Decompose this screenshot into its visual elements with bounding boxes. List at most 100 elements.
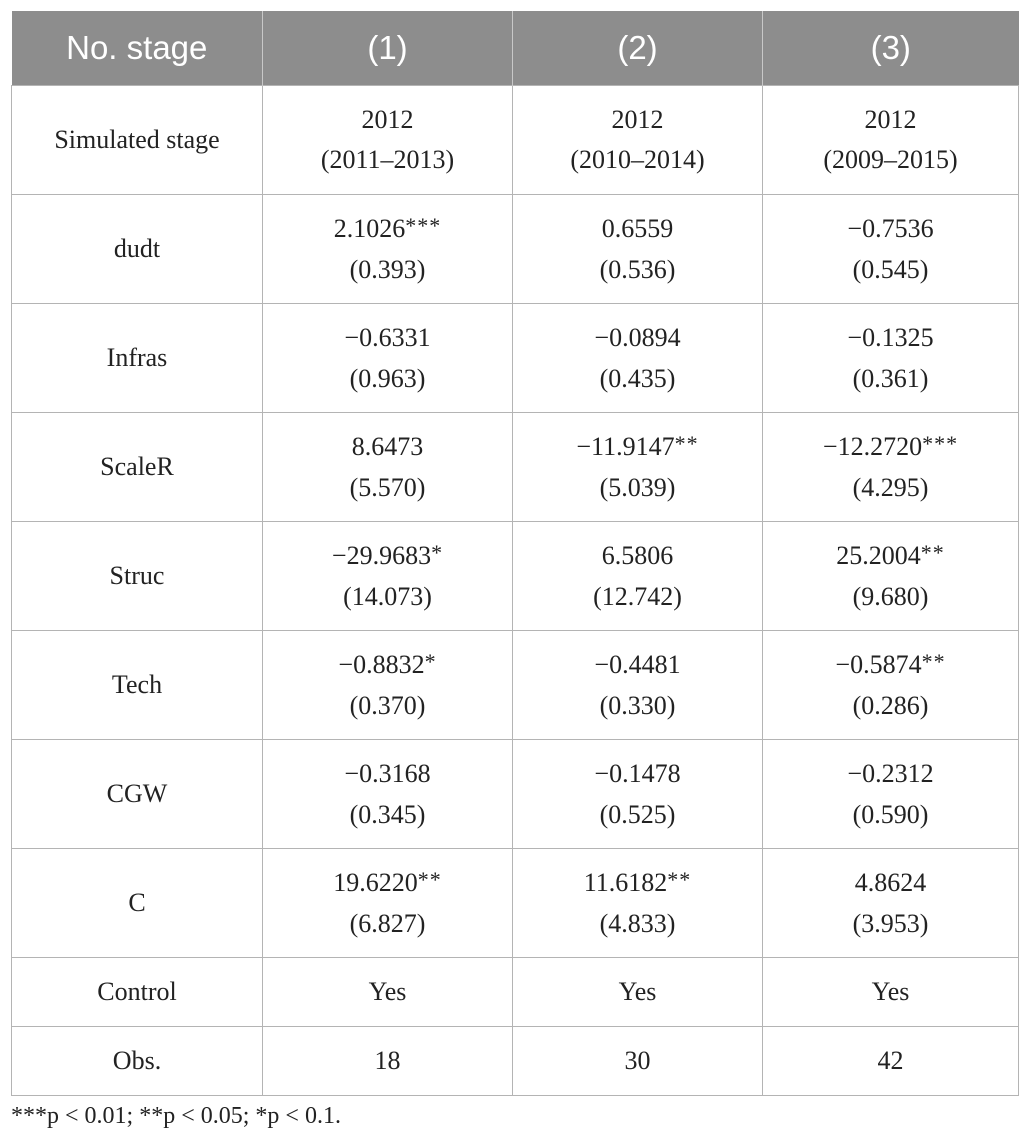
- coef-cell: −0.2312 (0.590): [762, 739, 1019, 849]
- row-label: ScaleR: [11, 412, 263, 522]
- coef-cell: 6.5806 (12.742): [512, 521, 763, 631]
- coef-value: 19.6220: [333, 867, 418, 897]
- table-footnote: ***p < 0.01; **p < 0.05; *p < 0.1.: [11, 1103, 341, 1129]
- header-column-3: (3): [762, 11, 1019, 86]
- row-label: Obs.: [11, 1026, 263, 1096]
- significance-stars: **: [667, 866, 692, 892]
- std-error: (0.590): [852, 799, 929, 829]
- coef-value: −29.9683: [331, 540, 432, 570]
- stage-range: (2009–2015): [823, 145, 958, 174]
- std-error: (0.393): [349, 254, 426, 284]
- std-error: (5.570): [349, 472, 426, 502]
- stage-year: 2012: [864, 105, 917, 134]
- row-infras: Infras −0.6331 (0.963) −0.0894 (0.435) −0.…: [11, 303, 1019, 413]
- row-cgw: CGW −0.3168 (0.345) −0.1478 (0.525) −0.231…: [11, 739, 1019, 849]
- coef-cell: −0.5874** (0.286): [762, 630, 1019, 740]
- row-label: Infras: [11, 303, 263, 413]
- stage-range: (2010–2014): [570, 145, 705, 174]
- std-error: (9.680): [852, 581, 929, 611]
- coef-cell: −29.9683* (14.073): [262, 521, 513, 631]
- table-body: Simulated stage 2012 (2011–2013) 2012 (2…: [11, 85, 1019, 1096]
- header-no-stage: No. stage: [11, 11, 263, 86]
- coef-cell: 19.6220** (6.827): [262, 848, 513, 958]
- stage-year: 2012: [611, 105, 664, 134]
- coef-value: −12.2720: [822, 431, 923, 461]
- coef-cell: 11.6182** (4.833): [512, 848, 763, 958]
- coef-value: −0.1325: [847, 322, 934, 352]
- obs-cell: 30: [512, 1026, 763, 1096]
- significance-stars: **: [920, 539, 945, 565]
- obs-cell: 42: [762, 1026, 1019, 1096]
- coef-value: 11.6182: [583, 867, 668, 897]
- row-label: Simulated stage: [11, 85, 263, 195]
- stage-year: 2012: [361, 105, 414, 134]
- std-error: (0.361): [852, 363, 929, 393]
- coef-value: 4.8624: [854, 867, 927, 897]
- std-error: (4.833): [599, 908, 676, 938]
- std-error: (0.963): [349, 363, 426, 393]
- stage-range: (2011–2013): [320, 145, 455, 174]
- std-error: (0.330): [599, 690, 676, 720]
- std-error: (0.435): [599, 363, 676, 393]
- coef-cell: −0.7536 (0.545): [762, 194, 1019, 304]
- coef-value: −0.4481: [594, 649, 681, 679]
- std-error: (0.525): [599, 799, 676, 829]
- table-header: No. stage (1) (2) (3): [11, 11, 1019, 86]
- coef-cell: −0.8832* (0.370): [262, 630, 513, 740]
- coef-value: −0.8832: [338, 649, 425, 679]
- row-obs: Obs. 18 30 42: [11, 1026, 1019, 1096]
- stage-cell: 2012 (2011–2013): [262, 85, 513, 195]
- row-dudt: dudt 2.1026*** (0.393) 0.6559 (0.536) −0.7…: [11, 194, 1019, 304]
- coef-value: −11.9147: [576, 431, 675, 461]
- control-cell: Yes: [762, 957, 1019, 1027]
- coef-value: −0.3168: [344, 758, 431, 788]
- std-error: (3.953): [852, 908, 929, 938]
- row-label: Tech: [11, 630, 263, 740]
- header-column-2: (2): [512, 11, 763, 86]
- row-label: Control: [11, 957, 263, 1027]
- coef-value: 25.2004: [836, 540, 921, 570]
- row-simulated-stage: Simulated stage 2012 (2011–2013) 2012 (2…: [11, 85, 1019, 195]
- coef-value: 8.6473: [351, 431, 424, 461]
- coef-cell: −11.9147** (5.039): [512, 412, 763, 522]
- control-cell: Yes: [512, 957, 763, 1027]
- coef-cell: −0.0894 (0.435): [512, 303, 763, 413]
- significance-stars: *: [431, 539, 444, 565]
- coef-cell: 25.2004** (9.680): [762, 521, 1019, 631]
- std-error: (0.345): [349, 799, 426, 829]
- obs-cell: 18: [262, 1026, 513, 1096]
- control-cell: Yes: [262, 957, 513, 1027]
- coef-cell: −0.4481 (0.330): [512, 630, 763, 740]
- significance-stars: **: [674, 430, 699, 456]
- row-struc: Struc −29.9683* (14.073) 6.5806 (12.742) 2…: [11, 521, 1019, 631]
- row-label: Struc: [11, 521, 263, 631]
- coef-value: −0.7536: [847, 213, 934, 243]
- header-column-1: (1): [262, 11, 513, 86]
- row-scaler: ScaleR 8.6473 (5.570) −11.9147** (5.039) −…: [11, 412, 1019, 522]
- std-error: (0.545): [852, 254, 929, 284]
- coef-value: −0.6331: [344, 322, 431, 352]
- row-control: Control Yes Yes Yes: [11, 957, 1019, 1027]
- std-error: (0.370): [349, 690, 426, 720]
- coef-cell: 2.1026*** (0.393): [262, 194, 513, 304]
- significance-stars: ***: [405, 212, 442, 238]
- std-error: (0.286): [852, 690, 929, 720]
- significance-stars: *: [424, 648, 437, 674]
- std-error: (4.295): [852, 472, 929, 502]
- significance-stars: **: [921, 648, 946, 674]
- row-tech: Tech −0.8832* (0.370) −0.4481 (0.330) −0.5…: [11, 630, 1019, 740]
- std-error: (12.742): [593, 581, 682, 611]
- coef-cell: 4.8624 (3.953): [762, 848, 1019, 958]
- coef-value: −0.0894: [594, 322, 681, 352]
- coef-cell: −12.2720*** (4.295): [762, 412, 1019, 522]
- row-label: dudt: [11, 194, 263, 304]
- stage-cell: 2012 (2009–2015): [762, 85, 1019, 195]
- coef-value: −0.2312: [847, 758, 934, 788]
- significance-stars: **: [417, 866, 442, 892]
- coef-value: −0.5874: [835, 649, 922, 679]
- row-label: CGW: [11, 739, 263, 849]
- regression-results-table: No. stage (1) (2) (3) Simulated stage 20…: [11, 11, 1019, 1096]
- coef-cell: 0.6559 (0.536): [512, 194, 763, 304]
- std-error: (14.073): [343, 581, 432, 611]
